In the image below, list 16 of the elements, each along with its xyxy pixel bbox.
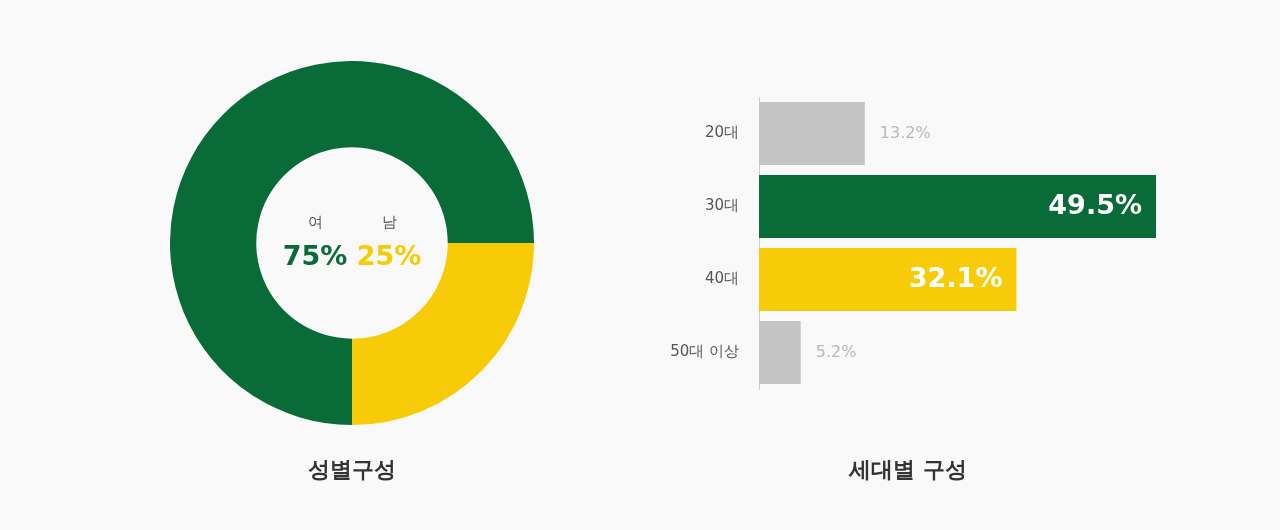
data-label: 32.1% bbox=[908, 261, 1003, 293]
data-label: 49.5% bbox=[1048, 188, 1142, 220]
y-tick-label: 20대 bbox=[704, 123, 739, 142]
y-tick-label: 30대 bbox=[704, 196, 739, 215]
y-tick-label: 50대 이상 bbox=[670, 342, 739, 361]
slice-label: 남 bbox=[381, 212, 397, 231]
bar bbox=[759, 175, 1156, 238]
bar bbox=[759, 248, 1017, 311]
slice-label: 여 bbox=[307, 212, 323, 231]
text: 성별구성 bbox=[307, 456, 397, 484]
y-tick-label: 40대 bbox=[704, 269, 739, 288]
data-label: 25% bbox=[356, 240, 422, 272]
text: 세대별 구성 bbox=[847, 456, 968, 484]
data-label: 5.2% bbox=[815, 341, 857, 361]
data-label: 13.2% bbox=[879, 122, 931, 142]
data-label: 75% bbox=[282, 240, 348, 272]
